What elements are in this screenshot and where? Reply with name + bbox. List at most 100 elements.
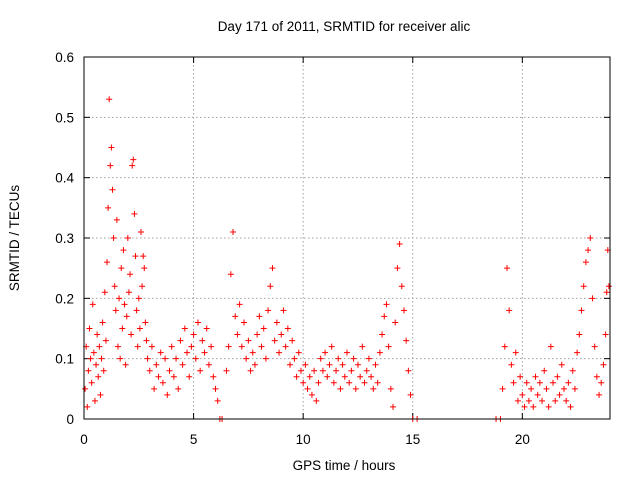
data-point	[403, 337, 410, 344]
data-point	[365, 355, 372, 362]
data-point	[124, 235, 131, 241]
data-point	[348, 367, 355, 374]
data-point	[118, 265, 125, 272]
data-point	[129, 162, 136, 169]
data-point	[600, 361, 607, 368]
data-point	[304, 385, 311, 392]
data-point	[563, 397, 570, 404]
data-point	[545, 403, 552, 410]
data-point	[197, 367, 204, 374]
y-tick-label: 0.5	[55, 110, 74, 125]
data-point	[214, 397, 221, 404]
data-point	[123, 313, 130, 320]
data-point	[560, 385, 567, 392]
data-point	[273, 319, 280, 326]
data-point	[144, 355, 151, 362]
data-point	[205, 361, 212, 368]
data-point	[354, 361, 361, 368]
data-point	[173, 355, 180, 362]
data-point	[232, 313, 239, 320]
data-point	[256, 313, 263, 320]
data-point	[346, 379, 353, 386]
data-point	[112, 307, 119, 314]
data-point	[591, 343, 598, 350]
data-point	[100, 367, 107, 374]
data-point	[116, 295, 123, 302]
data-point	[398, 283, 405, 290]
data-point	[556, 391, 563, 398]
x-axis-label: GPS time / hours	[293, 458, 396, 473]
data-point	[287, 361, 294, 368]
data-point	[400, 307, 407, 314]
data-point	[230, 228, 237, 235]
data-point	[376, 349, 383, 356]
data-point	[140, 253, 147, 260]
data-point	[381, 313, 388, 320]
data-point	[589, 295, 596, 302]
data-point	[137, 228, 144, 235]
data-point	[146, 367, 153, 374]
data-point	[89, 301, 96, 308]
data-point	[87, 355, 94, 362]
data-point	[530, 403, 537, 410]
data-point	[598, 379, 605, 386]
data-point	[282, 343, 289, 350]
data-point	[385, 343, 392, 350]
data-point	[254, 331, 261, 338]
data-point	[291, 355, 298, 362]
x-tick-label: 5	[190, 432, 198, 447]
data-point	[177, 337, 184, 344]
data-point	[576, 331, 583, 338]
data-point	[168, 343, 175, 350]
data-point	[125, 289, 132, 296]
data-point	[96, 343, 103, 350]
data-point	[506, 307, 513, 314]
data-point	[514, 397, 521, 404]
data-point	[602, 331, 609, 338]
data-point	[521, 403, 528, 410]
data-point	[328, 343, 335, 350]
data-point	[170, 373, 177, 380]
data-point	[550, 379, 557, 386]
y-axis-label: SRMTID / TECUs	[7, 185, 22, 292]
data-point	[190, 331, 197, 338]
data-point	[322, 349, 329, 356]
data-point	[300, 379, 307, 386]
data-point	[352, 385, 359, 392]
data-point	[157, 349, 164, 356]
data-point	[128, 331, 135, 338]
data-point	[585, 247, 592, 254]
data-point	[324, 373, 331, 380]
data-point	[339, 361, 346, 368]
data-point	[98, 355, 105, 362]
data-point	[503, 265, 510, 272]
data-point	[94, 331, 101, 338]
data-point	[139, 283, 146, 290]
data-point	[162, 355, 169, 362]
data-point	[95, 373, 102, 380]
data-point	[396, 241, 403, 248]
data-point	[234, 331, 241, 338]
data-point	[133, 307, 140, 314]
data-point	[135, 295, 142, 302]
data-point	[523, 379, 530, 386]
data-point	[267, 283, 274, 290]
data-point	[361, 379, 368, 386]
data-point	[159, 379, 166, 386]
data-point	[247, 367, 254, 374]
data-point	[243, 355, 250, 362]
data-point	[107, 162, 114, 169]
data-point	[558, 361, 565, 368]
data-point	[142, 319, 149, 326]
data-point	[368, 373, 375, 380]
data-point	[508, 361, 515, 368]
data-point	[102, 337, 109, 344]
chart-title: Day 171 of 2011, SRMTID for receiver ali…	[218, 19, 471, 34]
data-point	[280, 307, 287, 314]
data-point	[166, 367, 173, 374]
grid-lines	[84, 57, 610, 419]
data-point	[596, 391, 603, 398]
data-point	[132, 253, 139, 260]
y-tick-label: 0.4	[55, 171, 74, 186]
